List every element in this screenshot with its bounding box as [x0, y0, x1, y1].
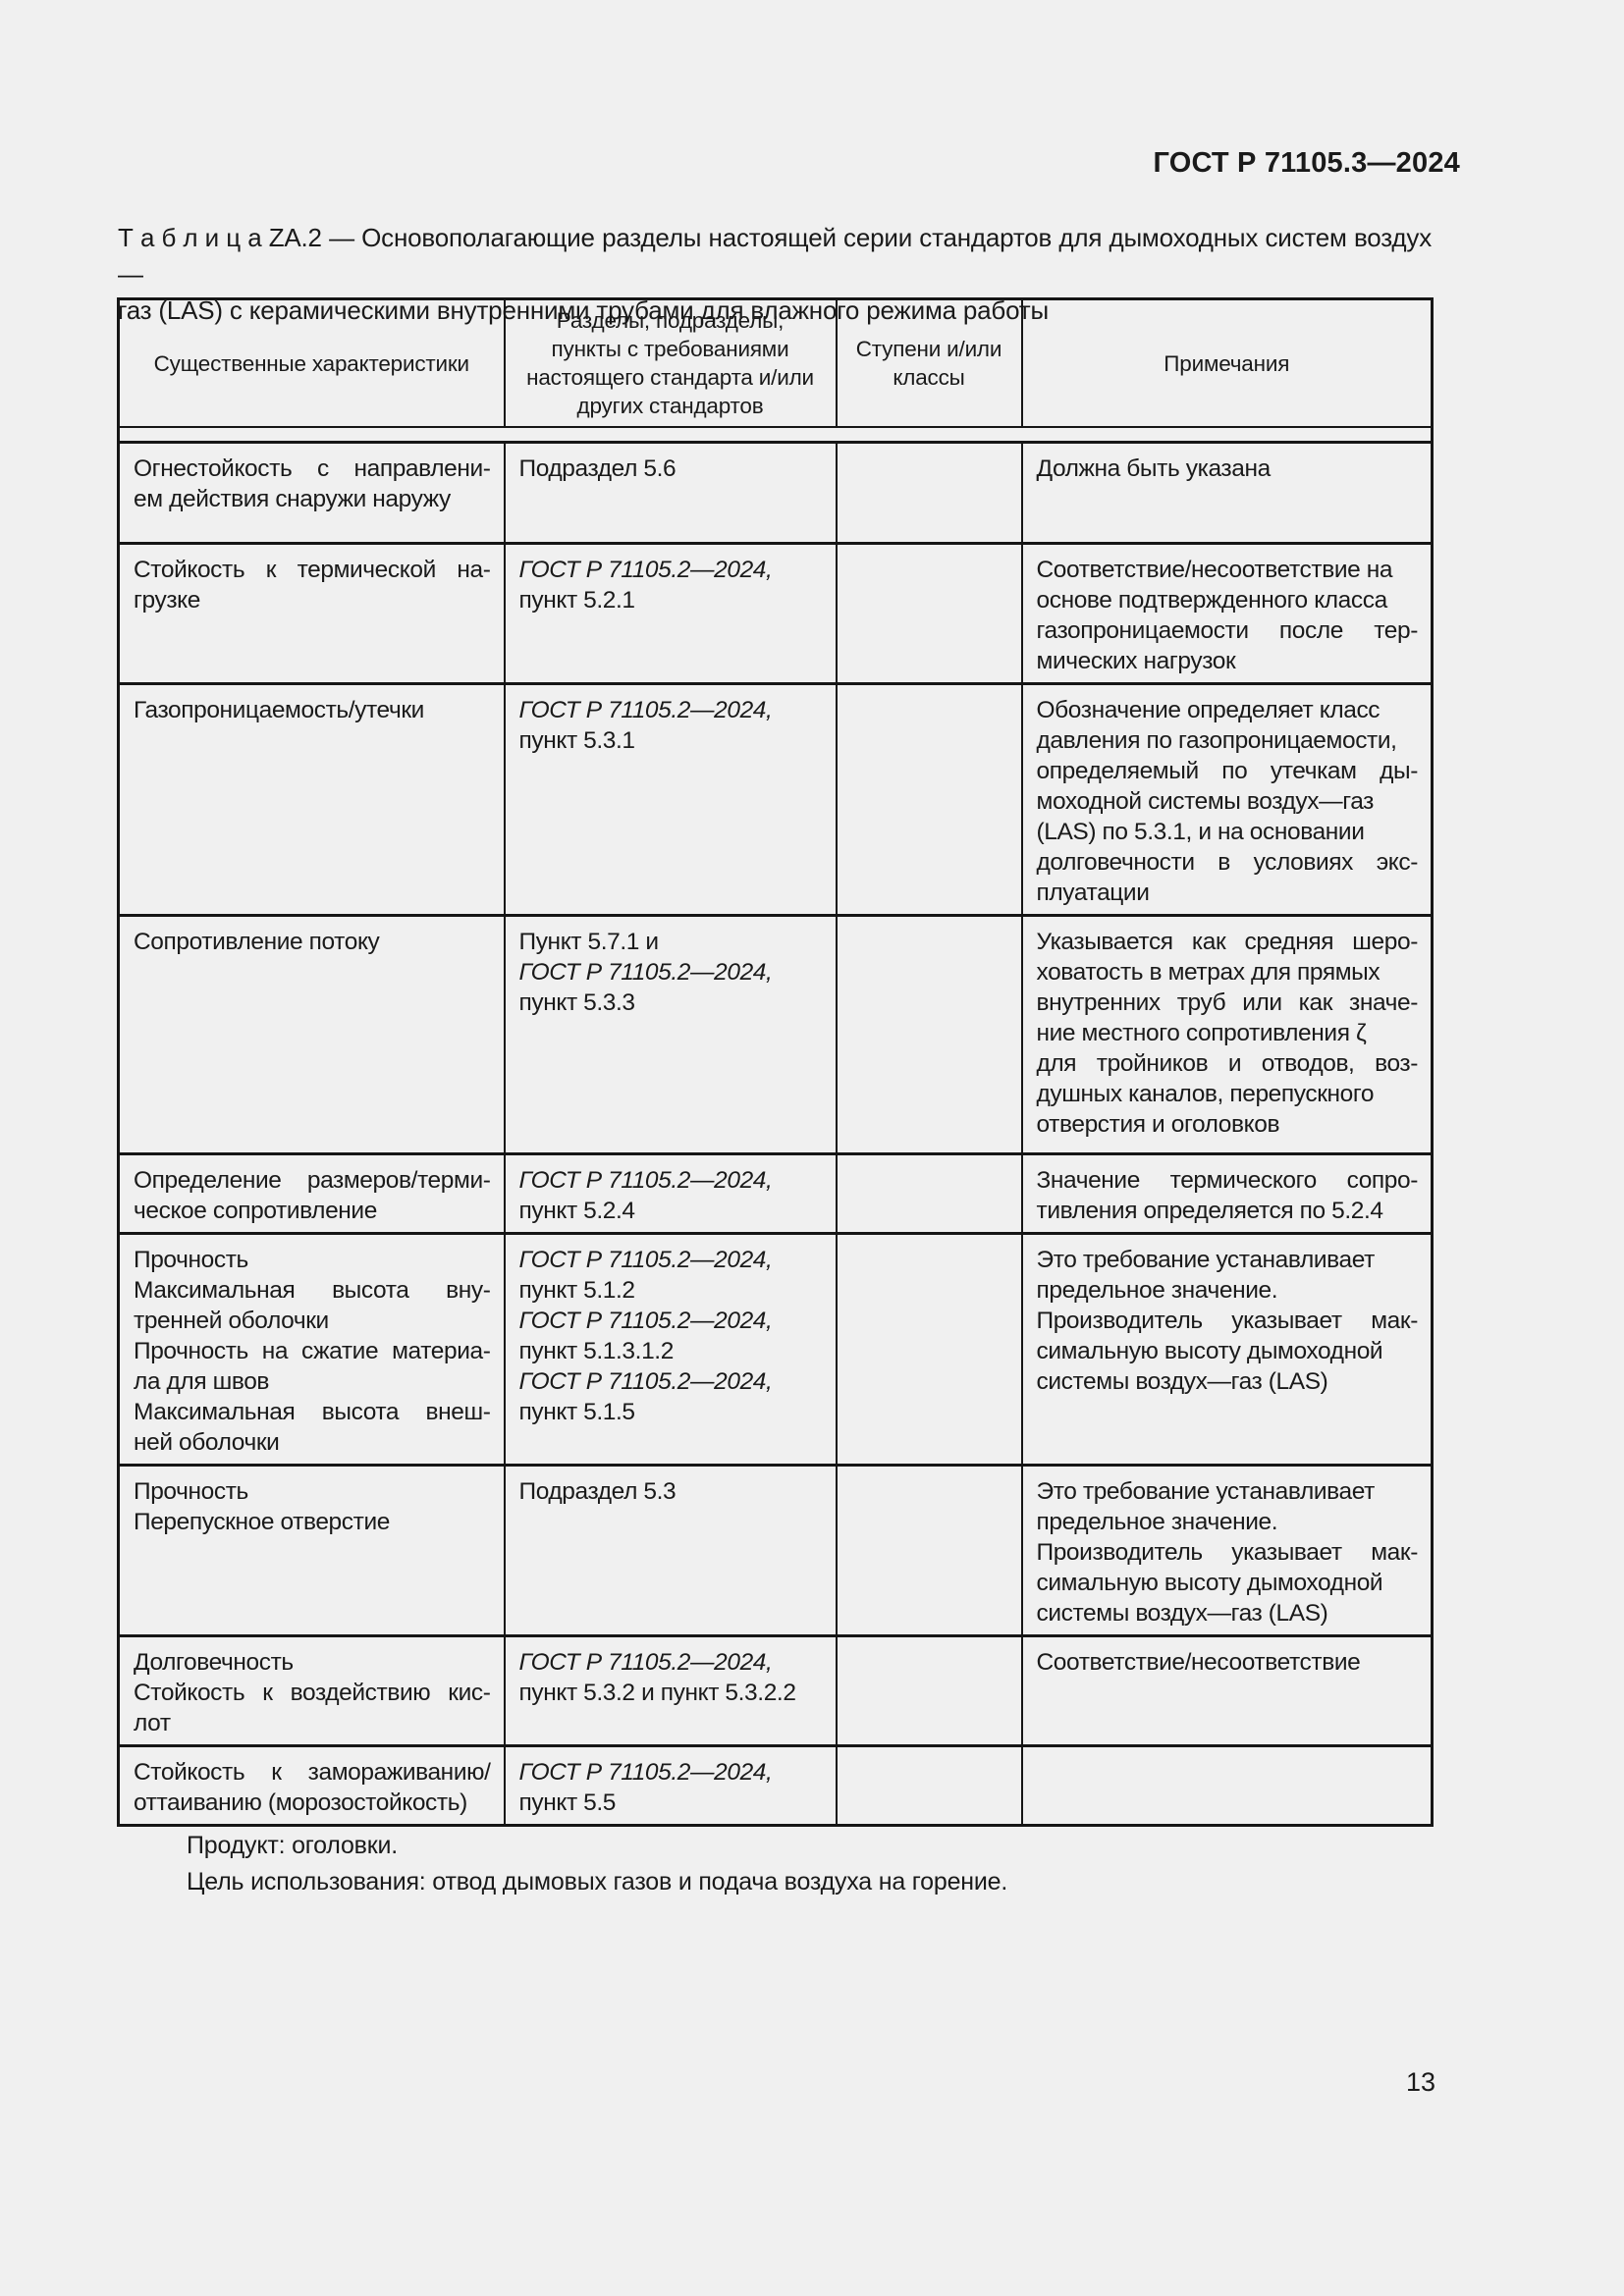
table-header-row: Существенные характеристики Разделы, под…	[117, 298, 1433, 428]
cell-notes: Это требование устанавливает предельное з…	[1020, 1231, 1433, 1465]
header-double-rule	[118, 427, 1433, 444]
cell-classes	[835, 681, 1022, 915]
cell-references: ГОСТ Р 71105.2—2024, пункт 5.2.1	[503, 541, 837, 683]
cell-references: ГОСТ Р 71105.2—2024, пункт 5.5	[503, 1743, 837, 1825]
page-number: 13	[1405, 2067, 1435, 2097]
cell-notes: Должна быть указана	[1020, 440, 1433, 543]
cell-references: Подраздел 5.6	[503, 440, 837, 543]
cell-notes: Соответствие/несоответствие	[1020, 1633, 1433, 1745]
table-row: Долговечность Стойкость к воздействию кис…	[117, 1633, 1433, 1745]
cell-references: Пункт 5.7.1 и ГОСТ Р 71105.2—2024, пункт 5…	[503, 913, 837, 1153]
cell-notes: Указывается как средняя шеро-ховатость в…	[1020, 913, 1433, 1153]
table-row: Прочность Перепускное отверстие Подраздел…	[117, 1463, 1433, 1635]
cell-references: ГОСТ Р 71105.2—2024, пункт 5.2.4	[503, 1151, 837, 1233]
cell-references: Подраздел 5.3	[503, 1463, 837, 1635]
cell-classes	[835, 1633, 1022, 1745]
cell-characteristics: Определение размеров/терми-ческое сопрот…	[117, 1151, 505, 1233]
cell-characteristics: Стойкость к замораживанию/оттаиванию (мо…	[117, 1743, 505, 1825]
table-row: Прочность Максимальная высота вну-тренней…	[117, 1231, 1433, 1465]
doc-code: ГОСТ Р 71105.3—2024	[1153, 147, 1460, 179]
table-row: Определение размеров/терми-ческое сопрот…	[117, 1151, 1433, 1233]
table-footnotes: Продукт: оголовки. Цель использования: от…	[187, 1832, 1008, 1896]
requirements-table: Существенные характеристики Разделы, под…	[117, 297, 1434, 1827]
table-row: Огнестойкость с направлени-ем действия с…	[117, 440, 1433, 543]
header-cell-classes: Ступени и/или классы	[835, 298, 1022, 428]
cell-notes	[1020, 1743, 1433, 1825]
header-cell-characteristics: Существенные характеристики	[117, 298, 505, 428]
cell-characteristics: Стойкость к термической на-грузке	[117, 541, 505, 683]
cell-notes: Обозначение определяет класс давления по …	[1020, 681, 1433, 915]
cell-references: ГОСТ Р 71105.2—2024, пункт 5.3.1	[503, 681, 837, 915]
cell-classes	[835, 440, 1022, 543]
cell-classes	[835, 1743, 1022, 1825]
table-row: Стойкость к замораживанию/оттаиванию (мо…	[117, 1743, 1433, 1825]
cell-notes: Значение термического сопро-тивления опр…	[1020, 1151, 1433, 1233]
cell-notes: Соответствие/несоответствие на основе под…	[1020, 541, 1433, 683]
cell-classes	[835, 1231, 1022, 1465]
cell-references: ГОСТ Р 71105.2—2024, пункт 5.3.2 и пункт …	[503, 1633, 837, 1745]
cell-characteristics: Долговечность Стойкость к воздействию кис…	[117, 1633, 505, 1745]
cell-classes	[835, 913, 1022, 1153]
cell-references: ГОСТ Р 71105.2—2024, пункт 5.1.2 ГОСТ Р 71…	[503, 1231, 837, 1465]
header-cell-notes: Примечания	[1020, 298, 1433, 428]
header-cell-references: Разделы, подразделы, пункты с требованиям…	[503, 298, 837, 428]
cell-characteristics: Огнестойкость с направлени-ем действия с…	[117, 440, 505, 543]
cell-classes	[835, 541, 1022, 683]
cell-characteristics: Газопроницаемость/утечки	[117, 681, 505, 915]
cell-notes: Это требование устанавливает предельное з…	[1020, 1463, 1433, 1635]
table-row: Сопротивление потоку Пункт 5.7.1 и ГОСТ Р…	[117, 913, 1433, 1153]
cell-characteristics: Сопротивление потоку	[117, 913, 505, 1153]
cell-characteristics: Прочность Максимальная высота вну-тренней…	[117, 1231, 505, 1465]
table-row: Газопроницаемость/утечки ГОСТ Р 71105.2—…	[117, 681, 1433, 915]
cell-characteristics: Прочность Перепускное отверстие	[117, 1463, 505, 1635]
cell-classes	[835, 1151, 1022, 1233]
table-row: Стойкость к термической на-грузке ГОСТ Р…	[117, 541, 1433, 683]
cell-classes	[835, 1463, 1022, 1635]
